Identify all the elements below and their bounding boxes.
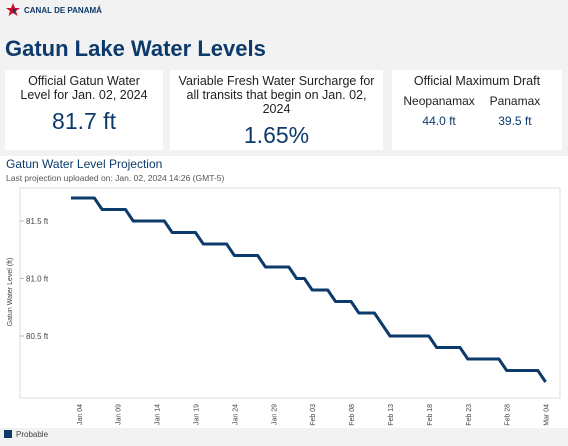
x-tick-label: Jan 29 xyxy=(271,404,278,425)
x-tick-label: Feb 28 xyxy=(505,404,512,426)
legend-swatch xyxy=(4,430,12,438)
card: Official Gatun Water Level for Jan. 02, … xyxy=(5,70,163,150)
card-subheading: Neopanamax xyxy=(403,94,475,108)
line-series xyxy=(71,196,547,383)
x-tick-label: Feb 03 xyxy=(310,404,317,426)
y-axis-label: Gatun Water Level (ft) xyxy=(7,258,14,327)
x-tick-label: Feb 23 xyxy=(466,404,473,426)
y-tick-label: 81.0 ft xyxy=(26,275,49,284)
plot-frame xyxy=(19,187,561,399)
card-value: 1.65% xyxy=(243,122,310,148)
card-label: Official Gatun Water Level for Jan. 02, … xyxy=(20,74,148,102)
chart-title: Gatun Water Level Projection xyxy=(6,157,162,171)
x-tick-label: Jan 09 xyxy=(116,404,123,425)
legend-label: Probable xyxy=(16,430,49,439)
card-label: Official Maximum Draft xyxy=(413,74,541,88)
x-tick-label: Feb 13 xyxy=(388,404,395,426)
logo: CANAL DE PANAMÁ xyxy=(24,6,102,15)
card-subheading: Panamax xyxy=(489,94,541,108)
x-tick-label: Feb 18 xyxy=(427,404,434,426)
card-value: 39.5 ft xyxy=(498,114,532,128)
card: Official Maximum Draft Neopanamax Panamax… xyxy=(392,70,562,150)
x-tick-label: Feb 08 xyxy=(349,404,356,426)
x-tick-label: Mar 04 xyxy=(544,404,551,426)
x-tick-label: Jan 04 xyxy=(77,404,84,425)
card-value: 44.0 ft xyxy=(422,114,456,128)
y-tick-label: 81.5 ft xyxy=(26,217,49,226)
logo-icon xyxy=(6,3,20,16)
x-tick-label: Jan 24 xyxy=(232,404,239,425)
card-label: Variable Fresh Water Surcharge for all t… xyxy=(178,74,375,116)
card: Variable Fresh Water Surcharge for all t… xyxy=(170,70,383,150)
x-tick-label: Jan 19 xyxy=(193,404,200,425)
y-tick-label: 80.5 ft xyxy=(26,332,49,341)
chart-subtitle: Last projection uploaded on: Jan. 02, 20… xyxy=(6,173,224,183)
chart-panel xyxy=(0,156,568,428)
x-tick-label: Jan 14 xyxy=(155,404,162,425)
chart: Gatun Water Level Projection Last projec… xyxy=(0,156,568,439)
page-title: Gatun Lake Water Levels xyxy=(5,36,266,61)
card-value: 81.7 ft xyxy=(52,108,116,134)
